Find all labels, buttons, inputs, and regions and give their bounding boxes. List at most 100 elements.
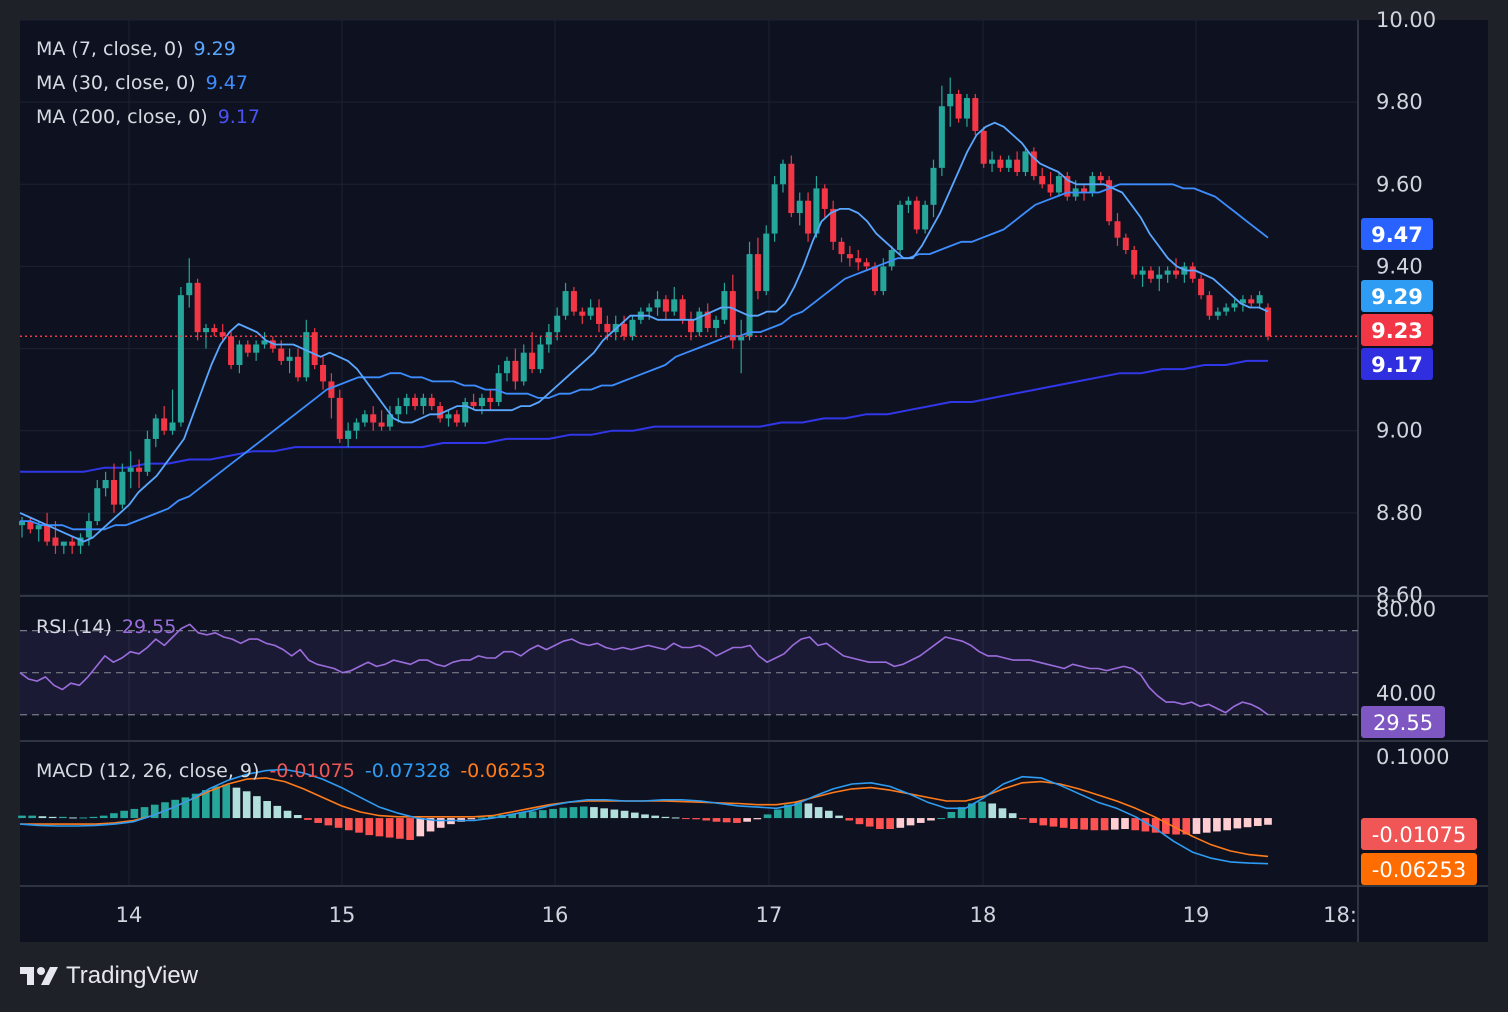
price-tag-bg bbox=[1361, 218, 1433, 250]
macd-histogram-bar bbox=[375, 818, 384, 837]
candle-body bbox=[52, 537, 59, 546]
legend-ma7[interactable]: MA (7, close, 0) 9.29 bbox=[36, 38, 236, 60]
candle-body bbox=[604, 323, 611, 333]
macd-histogram-bar bbox=[69, 817, 77, 819]
candle-body bbox=[897, 204, 904, 250]
macd-histogram-bar bbox=[202, 790, 210, 819]
price-tick-label: 9.80 bbox=[1376, 90, 1423, 114]
macd-histogram-bar bbox=[508, 813, 517, 819]
candle-body bbox=[696, 311, 703, 333]
macd-histogram-bar bbox=[620, 810, 629, 819]
candle-body bbox=[18, 521, 26, 526]
macd-histogram-bar bbox=[610, 809, 619, 819]
candle-body bbox=[1198, 278, 1205, 296]
candle-body bbox=[570, 291, 577, 312]
ma-lines bbox=[19, 121, 1269, 543]
candle-body bbox=[1030, 151, 1037, 177]
macd-histogram-bar bbox=[988, 803, 997, 819]
rsi-line bbox=[19, 623, 1269, 716]
candle-body bbox=[110, 480, 117, 505]
macd-histogram-bar bbox=[916, 818, 925, 823]
macd-histogram-bar bbox=[549, 808, 557, 819]
candle-body bbox=[763, 233, 770, 292]
legend-ma7-label: MA (7, close, 0) bbox=[36, 38, 184, 60]
candle-body bbox=[654, 299, 661, 308]
candle-body bbox=[152, 418, 159, 439]
candle-body bbox=[1264, 307, 1272, 337]
candle-body bbox=[136, 467, 143, 472]
macd-histogram-bar bbox=[1233, 818, 1242, 829]
macd-histogram-bar bbox=[763, 814, 772, 819]
candle-body bbox=[913, 200, 920, 230]
brand-name: TradingView bbox=[66, 962, 199, 989]
time-axis: 14 15 16 17 18 19 18: bbox=[116, 903, 1357, 927]
candle-body bbox=[746, 254, 753, 337]
legend-ma30[interactable]: MA (30, close, 0) 9.47 bbox=[36, 72, 248, 94]
time-tick-label: 15 bbox=[329, 903, 356, 927]
candle-body bbox=[1122, 237, 1129, 250]
candle-body bbox=[353, 422, 360, 431]
candle-body bbox=[838, 241, 845, 255]
candle-body bbox=[1106, 180, 1113, 222]
legend-ma200[interactable]: MA (200, close, 0) 9.17 bbox=[36, 106, 260, 128]
macd-histogram-bar bbox=[171, 799, 180, 819]
macd-histogram-bar bbox=[426, 818, 435, 832]
rsi-tick-label: 40.00 bbox=[1376, 682, 1436, 706]
candle-body bbox=[228, 336, 235, 365]
legend-macd[interactable]: MACD (12, 26, close, 9) -0.01075 -0.07328-… bbox=[36, 760, 546, 782]
legend-rsi[interactable]: RSI (14) 29.55 bbox=[36, 616, 176, 638]
macd-histogram-bar bbox=[232, 787, 241, 819]
candle-body bbox=[102, 480, 109, 489]
candle-body bbox=[253, 344, 260, 353]
macd-signal-tag: -0.06253 bbox=[1372, 858, 1466, 882]
rsi-band bbox=[20, 630, 1358, 716]
candle-body bbox=[1114, 221, 1121, 238]
macd-histogram-bar bbox=[324, 818, 333, 826]
candle-body bbox=[646, 307, 653, 312]
macd-histogram-bar bbox=[99, 815, 108, 819]
macd-lines bbox=[19, 768, 1269, 865]
macd-histogram-bar bbox=[733, 818, 741, 823]
candle-body bbox=[512, 360, 519, 382]
macd-histogram-bar bbox=[630, 812, 639, 819]
candle-body bbox=[980, 130, 987, 164]
candle-body bbox=[729, 291, 736, 341]
candle-body bbox=[161, 418, 168, 431]
candle-body bbox=[1081, 188, 1088, 193]
macd-line bbox=[19, 768, 1269, 865]
macd-histogram-bar bbox=[682, 818, 690, 820]
price-tag: 9.47 bbox=[1371, 223, 1423, 247]
macd-histogram-bar bbox=[784, 804, 792, 819]
candle-body bbox=[662, 299, 669, 312]
macd-histogram-bar bbox=[1131, 818, 1140, 831]
candle-body bbox=[947, 93, 954, 107]
candle-body bbox=[94, 488, 101, 522]
candle-body bbox=[320, 365, 327, 382]
macd-histogram-bar bbox=[1182, 818, 1191, 835]
macd-histogram-bar bbox=[528, 811, 537, 819]
macd-histogram-bar bbox=[273, 805, 282, 819]
macd-histogram-bar bbox=[743, 818, 751, 822]
macd-histogram-bar bbox=[1049, 818, 1058, 827]
candle-body bbox=[788, 163, 795, 214]
candle-body bbox=[1231, 303, 1238, 308]
candle-body bbox=[1047, 184, 1054, 193]
macd-histogram-bar bbox=[406, 818, 414, 840]
macd-histogram-bar bbox=[140, 807, 149, 819]
candle-body bbox=[219, 332, 226, 337]
tradingview-logo[interactable]: TradingView bbox=[20, 962, 198, 990]
macd-histogram-bar bbox=[293, 815, 302, 819]
macd-histogram-bar bbox=[651, 815, 660, 819]
macd-histogram-bar bbox=[487, 816, 496, 819]
macd-histogram-bar bbox=[396, 818, 404, 839]
macd-histogram-bar bbox=[518, 812, 527, 819]
time-tick-label: 16 bbox=[542, 903, 569, 927]
candle-body bbox=[1014, 159, 1021, 172]
macd-histogram-bar bbox=[467, 818, 476, 820]
candle-body bbox=[754, 254, 761, 292]
candle-body bbox=[554, 315, 561, 333]
candle-body bbox=[470, 401, 477, 407]
macd-histogram-bar bbox=[212, 786, 220, 819]
macd-histogram-bar bbox=[59, 816, 67, 819]
